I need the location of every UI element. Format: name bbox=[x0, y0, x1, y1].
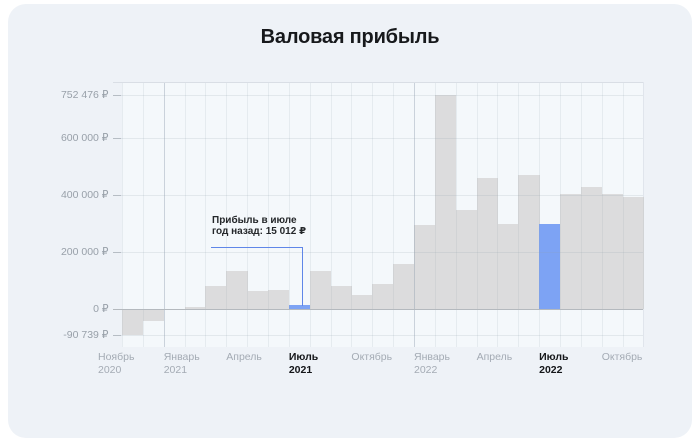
month-gridline bbox=[580, 81, 582, 347]
month-gridline bbox=[184, 81, 186, 347]
y-axis-tick bbox=[113, 195, 121, 197]
month-gridline bbox=[267, 81, 269, 347]
x-axis-label: Апрель bbox=[226, 350, 262, 363]
month-gridline bbox=[205, 81, 207, 347]
month-gridline bbox=[142, 81, 144, 347]
y-axis-label: 200 000 ₽ bbox=[60, 246, 109, 259]
month-gridline bbox=[434, 81, 436, 347]
chart-bar[interactable] bbox=[559, 193, 582, 310]
month-gridline bbox=[643, 81, 645, 347]
value-gridline bbox=[121, 335, 644, 337]
chart-bar[interactable] bbox=[288, 305, 311, 310]
month-gridline bbox=[622, 81, 624, 347]
chart-bar[interactable] bbox=[601, 193, 623, 310]
chart-title: Валовая прибыль bbox=[260, 26, 440, 48]
y-axis-tick bbox=[113, 252, 121, 254]
chart-bar[interactable] bbox=[351, 295, 373, 310]
x-axis-label: Октябрь bbox=[351, 350, 393, 363]
chart-bar[interactable] bbox=[518, 174, 540, 310]
y-axis-label: 600 000 ₽ bbox=[60, 132, 109, 145]
chart-bar[interactable] bbox=[622, 196, 644, 310]
month-gridline bbox=[413, 81, 415, 347]
month-gridline bbox=[455, 81, 457, 347]
x-axis-label: Апрель bbox=[476, 350, 513, 363]
month-gridline bbox=[288, 81, 290, 347]
month-gridline bbox=[226, 81, 228, 347]
value-gridline bbox=[121, 252, 644, 254]
y-axis-tick bbox=[113, 94, 121, 96]
value-gridline bbox=[121, 138, 644, 140]
chart-bar[interactable] bbox=[539, 223, 561, 310]
month-gridline bbox=[559, 81, 561, 347]
month-gridline bbox=[476, 81, 478, 347]
value-gridline bbox=[121, 94, 644, 96]
chart-bar[interactable] bbox=[393, 263, 415, 310]
month-gridline bbox=[330, 81, 332, 347]
chart-bar[interactable] bbox=[580, 186, 603, 310]
month-gridline bbox=[601, 81, 603, 347]
chart-bar[interactable] bbox=[142, 309, 165, 322]
annotation-callout-line bbox=[211, 246, 303, 306]
chart-bar[interactable] bbox=[309, 271, 331, 310]
month-gridline bbox=[163, 81, 165, 347]
chart-bar[interactable] bbox=[330, 286, 352, 310]
x-axis-label: Июль 2021 bbox=[288, 350, 319, 376]
x-axis-label: Январь 2021 bbox=[163, 350, 200, 376]
chart-bar[interactable] bbox=[184, 307, 206, 310]
chart-bar[interactable] bbox=[413, 225, 436, 310]
value-gridline bbox=[121, 195, 644, 197]
month-gridline bbox=[497, 81, 499, 347]
y-axis-label: 400 000 ₽ bbox=[60, 189, 109, 202]
y-axis-label: 752 476 ₽ bbox=[60, 88, 109, 101]
annotation-text: Прибыль в июле год назад: 15 012 ₽ bbox=[212, 214, 307, 238]
chart-bar[interactable] bbox=[205, 286, 227, 310]
chart-bar[interactable] bbox=[267, 290, 290, 310]
month-gridline bbox=[247, 81, 249, 347]
chart-bar[interactable] bbox=[247, 291, 269, 310]
y-axis-label: -90 739 ₽ bbox=[63, 329, 109, 342]
month-gridline bbox=[351, 81, 353, 347]
month-gridline bbox=[393, 81, 395, 347]
x-axis-label: Октябрь bbox=[601, 350, 643, 363]
chart-bar[interactable] bbox=[455, 210, 477, 310]
chart-bar[interactable] bbox=[372, 284, 394, 310]
month-gridline bbox=[372, 81, 374, 347]
chart-bar[interactable] bbox=[434, 94, 457, 310]
x-axis-label: Ноябрь 2020 bbox=[98, 350, 135, 376]
x-axis-label: Июль 2022 bbox=[539, 350, 569, 376]
y-axis-tick bbox=[113, 335, 121, 337]
plot-top-border bbox=[113, 81, 644, 83]
month-gridline bbox=[309, 81, 311, 347]
chart-bar[interactable] bbox=[226, 271, 248, 310]
y-axis-label: 0 ₽ bbox=[93, 303, 109, 316]
month-gridline bbox=[122, 81, 123, 347]
x-axis-label: Январь 2022 bbox=[413, 350, 450, 376]
y-axis-tick bbox=[113, 138, 121, 140]
chart-bar[interactable] bbox=[497, 223, 519, 310]
zero-line bbox=[113, 308, 644, 311]
chart-bar[interactable] bbox=[476, 178, 498, 310]
month-gridline bbox=[539, 81, 541, 347]
month-gridline bbox=[518, 81, 520, 347]
chart-bar[interactable] bbox=[122, 309, 144, 336]
